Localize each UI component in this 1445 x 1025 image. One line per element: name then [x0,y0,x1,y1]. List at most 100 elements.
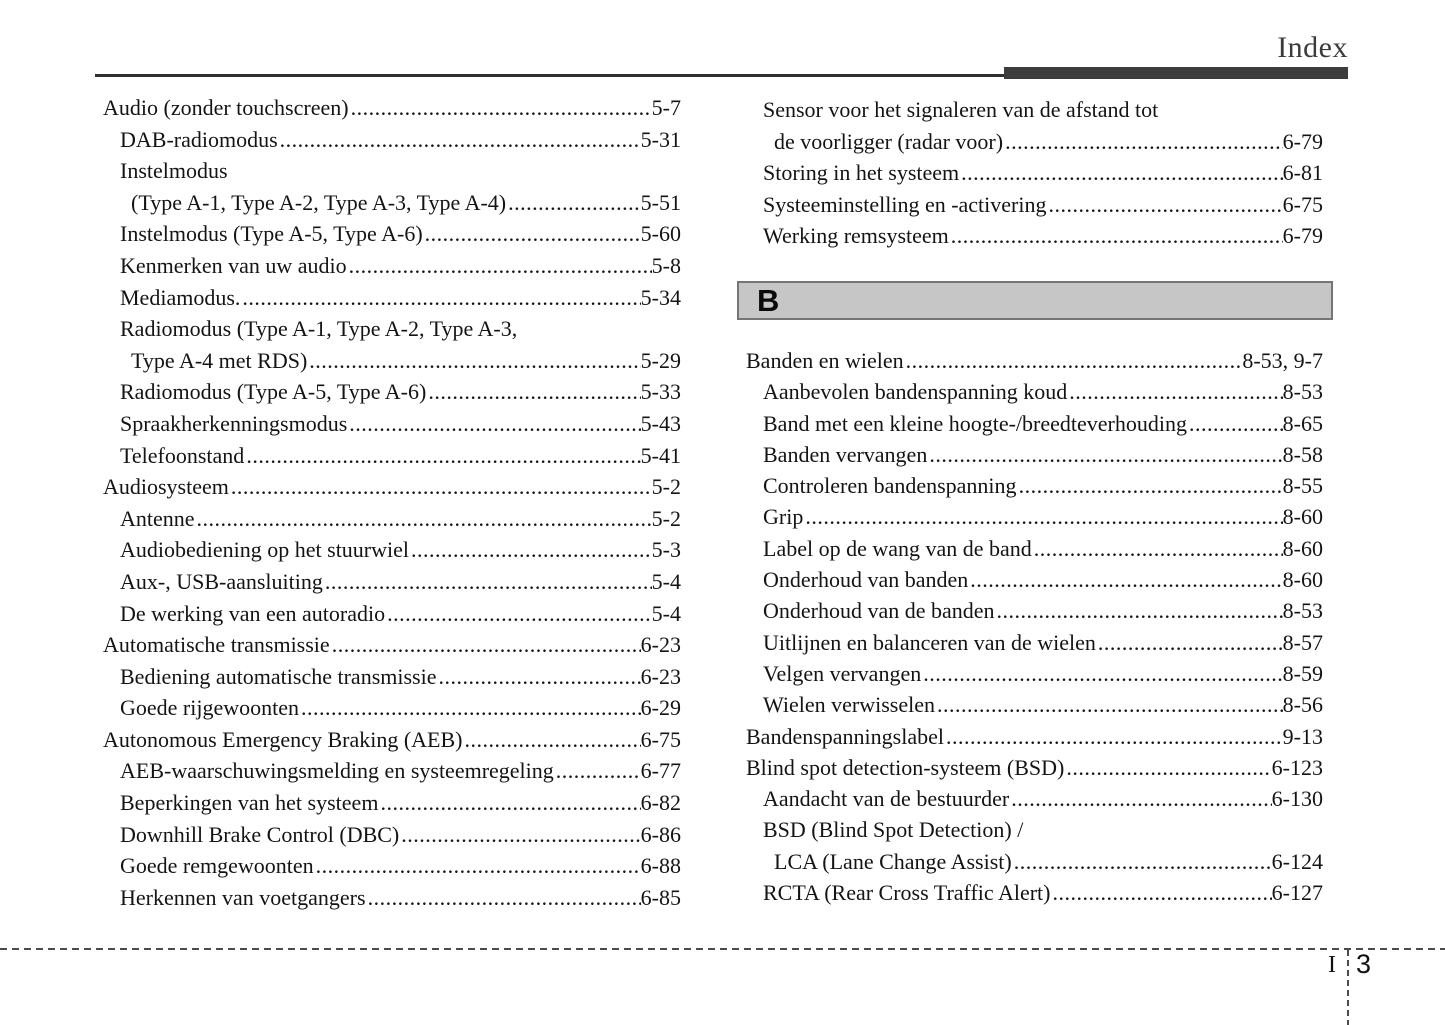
entry-title: Controleren bandenspanning [763,473,1017,499]
entry-title: Autonomous Emergency Braking (AEB) [103,726,463,752]
entry-page-number: 5-41 [640,442,681,468]
entry-title: Grip [763,504,804,530]
entry-title: Antenne [120,505,195,531]
entry-page-number: 6-88 [640,853,681,879]
index-entry: Label op de wang van de band 8-60 [746,533,1323,564]
dot-leader [927,439,1282,470]
page-title: Index [1277,31,1348,64]
entry-page-number: 5-2 [651,474,681,500]
dot-leader [330,629,641,661]
index-entry: Onderhoud van de banden 8-53 [746,595,1323,626]
entry-page-number: 5-43 [640,410,681,436]
entry-title: Goede rijgewoonten [120,695,299,721]
index-entry: Banden vervangen 8-58 [746,439,1323,470]
entry-title: LCA (Lane Change Assist) [774,848,1012,874]
entry-title: Systeeminstelling en -activering [763,191,1047,217]
dot-leader [347,250,652,282]
entry-title: Aandacht van de bestuurder [763,786,1010,812]
entry-page-number: 6-23 [640,663,681,689]
dot-leader [995,595,1283,626]
dot-leader [314,850,641,882]
entry-title: RCTA (Rear Cross Traffic Alert) [763,880,1051,906]
index-entry: RCTA (Rear Cross Traffic Alert) 6-127 [746,877,1323,908]
entry-title: DAB-radiomodus [120,126,278,152]
section-header-b: B [737,281,1333,320]
entry-title: Audiobediening op het stuurwiel [120,537,410,563]
entry-title: Onderhoud van de banden [763,598,995,624]
index-entry: BSD (Blind Spot Detection) / [746,814,1323,845]
dot-leader [399,819,640,851]
dot-leader [423,218,641,250]
entry-page-number: 5-60 [640,221,681,247]
index-entry: Banden en wielen 8-53, 9-7 [746,345,1323,376]
index-entry: Type A-4 met RDS) 5-29 [103,345,681,377]
index-entry: Uitlijnen en balanceren van de wielen 8-5… [746,627,1323,658]
entry-title: Beperkingen van het systeem [120,790,379,816]
entry-page-number: 8-57 [1282,629,1323,655]
entry-title: Instelmodus [120,158,228,184]
entry-page-number: 6-79 [1282,128,1323,154]
entry-page-number: 8-56 [1282,692,1323,718]
dot-leader [803,501,1282,532]
index-entry: Herkennen van voetgangers 6-85 [103,882,681,914]
dot-leader [462,724,640,756]
entry-page-number: 8-60 [1282,504,1323,530]
index-entry: Kenmerken van uw audio 5-8 [103,250,681,282]
entry-page-number: 5-51 [640,189,681,215]
dot-leader [968,564,1282,595]
dot-leader [426,376,640,408]
index-entry: Onderhoud van banden 8-60 [746,564,1323,595]
entry-page-number: 6-124 [1271,848,1323,874]
dot-leader [944,721,1283,752]
dot-leader [299,692,641,724]
dot-leader [1017,470,1283,501]
dot-leader [1032,533,1283,564]
entry-page-number: 8-53, 9-7 [1242,348,1323,373]
entry-page-number: 5-29 [640,347,681,373]
dot-leader [554,755,641,787]
dot-leader [949,220,1283,252]
entry-title: De werking van een autoradio [120,600,386,626]
dot-leader [904,345,1243,376]
entry-title: Aanbevolen bandenspanning koud [763,379,1068,405]
index-entry: Audio (zonder touchscreen) 5-7 [103,92,681,124]
dot-leader [409,534,652,566]
entry-page-number: 8-59 [1282,660,1323,686]
entry-title: Instelmodus (Type A-5, Type A-6) [120,221,423,247]
entry-page-number: 6-81 [1282,160,1323,186]
entry-page-number: 6-123 [1271,754,1323,780]
dot-leader [935,689,1283,720]
entry-title: Aux-, USB-aansluiting [120,568,323,594]
entry-title: Audiosysteem [103,474,229,500]
index-entry: Storing in het systeem 6-81 [746,157,1323,189]
index-entry: Audiosysteem 5-2 [103,471,681,503]
index-entry: Aux-, USB-aansluiting 5-4 [103,566,681,598]
entry-page-number: 8-65 [1282,410,1323,436]
index-column-left: Audio (zonder touchscreen) 5-7 DAB-radiomo… [103,92,681,913]
entry-page-number: 5-4 [651,600,681,626]
index-column-right-b: Banden en wielen 8-53, 9-7 Aanbevolen band… [746,345,1323,908]
entry-title: Velgen vervangen [763,660,922,686]
entry-title: Telefoonstand [120,442,245,468]
dot-leader [1012,846,1272,877]
entry-title: de voorligger (radar voor) [774,128,1004,154]
index-entry: Telefoonstand 5-41 [103,440,681,472]
dot-leader [1064,752,1271,783]
dot-leader [229,471,652,503]
entry-title: Uitlijnen en balanceren van de wielen [763,629,1096,655]
entry-page-number: 8-53 [1282,598,1323,624]
entry-title: Label op de wang van de band [763,535,1032,561]
index-entry: Goede rijgewoonten 6-29 [103,692,681,724]
entry-title: Onderhoud van banden [763,567,969,593]
dot-leader [437,661,641,693]
index-entry: Sensor voor het signaleren van de afstan… [746,94,1323,126]
index-entry: Downhill Brake Control (DBC) 6-86 [103,819,681,851]
index-column-right-top: Sensor voor het signaleren van de afstan… [746,94,1323,252]
index-entry: Controleren bandenspanning 8-55 [746,470,1323,501]
entry-title: Bandenspanningslabel [746,723,944,749]
dot-leader [278,124,641,156]
entry-title: Automatische transmissie [103,632,330,658]
footer-dashed-rule [0,948,1445,950]
index-entry: Bandenspanningslabel 9-13 [746,721,1323,752]
entry-page-number: 6-75 [1282,191,1323,217]
